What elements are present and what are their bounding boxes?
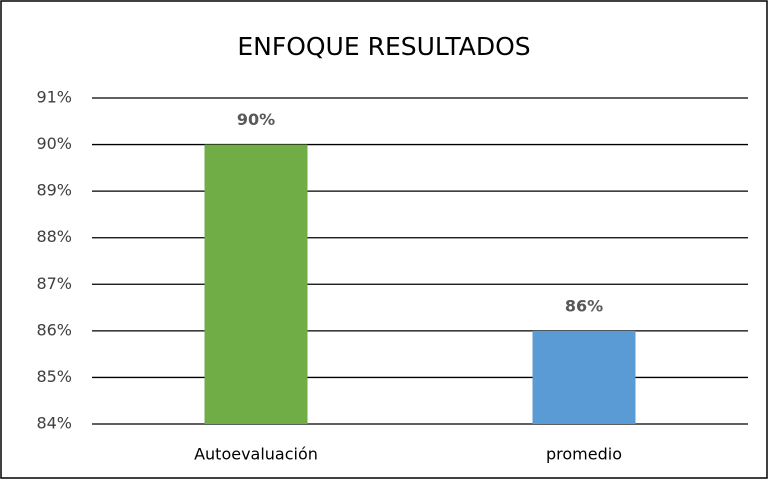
bar (204, 144, 308, 425)
y-tick-label: 91% (36, 88, 72, 107)
data-label: 86% (565, 296, 603, 315)
x-tick-label: promedio (546, 445, 622, 464)
y-tick-label: 89% (36, 181, 72, 200)
y-tick-label: 85% (36, 367, 72, 386)
y-tick-label: 87% (36, 274, 72, 293)
bar (532, 330, 636, 424)
chart-title: ENFOQUE RESULTADOS (237, 32, 530, 61)
y-tick-label: 86% (36, 320, 72, 339)
y-tick-label: 84% (36, 414, 72, 433)
y-tick-label: 90% (36, 134, 72, 153)
data-label: 90% (237, 110, 275, 129)
x-tick-label: Autoevaluación (194, 445, 318, 464)
y-tick-label: 88% (36, 227, 72, 246)
